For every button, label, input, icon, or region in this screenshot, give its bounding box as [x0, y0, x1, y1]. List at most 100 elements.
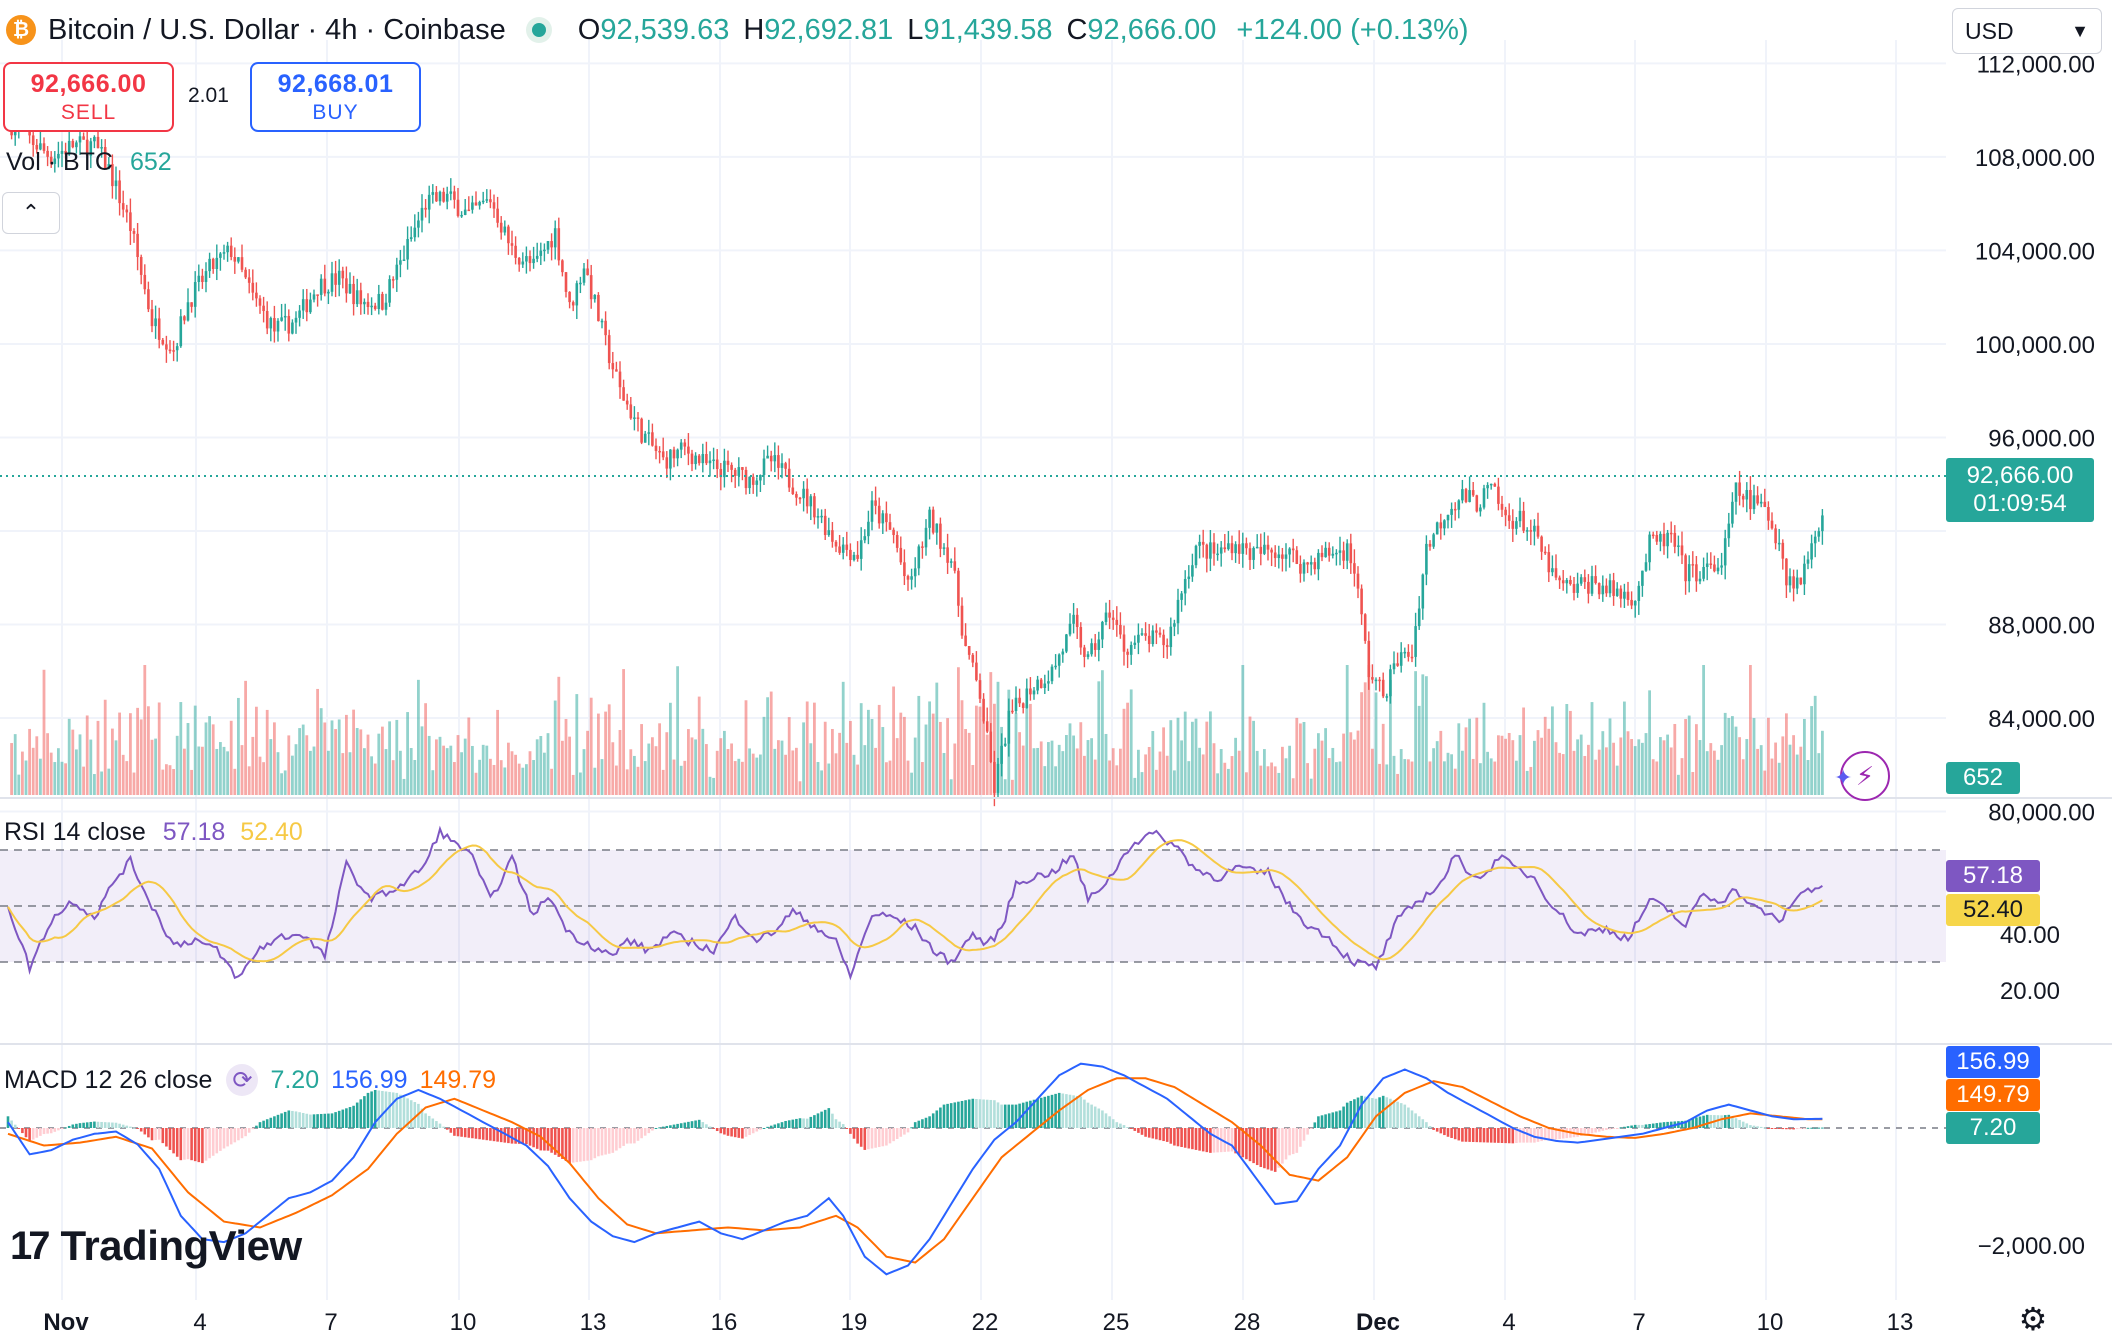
- candle-body: [1399, 652, 1403, 666]
- volume-bar: [1097, 681, 1101, 795]
- macd-hist-bar: [719, 1128, 723, 1134]
- volume-bar: [654, 746, 658, 795]
- price-axis[interactable]: 112,000.00108,000.00104,000.00100,000.00…: [1975, 51, 2095, 1260]
- candle-body: [1428, 543, 1432, 547]
- candle-body: [298, 310, 301, 318]
- volume-bar: [1543, 716, 1547, 795]
- volume-bar: [1813, 695, 1817, 795]
- macd-legend-hist: 7.20: [270, 1065, 320, 1094]
- candle-body: [1245, 543, 1248, 549]
- macd-hist-bar: [424, 1113, 427, 1128]
- volume-bar: [1299, 723, 1302, 795]
- currency-select[interactable]: USD ▼: [1952, 8, 2102, 54]
- candle-body: [172, 350, 175, 352]
- volume-bar: [345, 714, 348, 795]
- candle-body: [1803, 563, 1806, 585]
- volume-legend[interactable]: Vol · BTC 652: [6, 148, 172, 177]
- tradingview-logo[interactable]: 17 TradingView: [10, 1222, 302, 1270]
- macd-hist-bar: [517, 1128, 521, 1144]
- buy-button[interactable]: 92,668.01 BUY: [250, 62, 421, 132]
- candle-body: [1104, 612, 1108, 622]
- time-axis[interactable]: Nov 4 7 10 13 16 19 22 25 28 Dec 4 7 10 13: [43, 1309, 1913, 1336]
- volume-bar: [165, 764, 168, 795]
- candle-body: [233, 256, 237, 262]
- macd-hist-bar: [1241, 1128, 1245, 1158]
- macd-hist-bar: [755, 1128, 759, 1132]
- rsi-legend[interactable]: RSI 14 close 57.18 52.40: [4, 818, 303, 847]
- candle-body: [1727, 523, 1731, 539]
- collapse-legend-button[interactable]: ⌃: [2, 192, 60, 234]
- volume-bar: [730, 743, 733, 795]
- candles[interactable]: [10, 108, 1824, 807]
- candle-body: [910, 576, 913, 580]
- lightning-assistant-icon[interactable]: ⚡: [1840, 751, 1890, 801]
- macd-hist-bar: [669, 1125, 672, 1128]
- volume-bar: [924, 724, 928, 795]
- volume-bar: [1626, 731, 1630, 795]
- macd-hist-bar: [348, 1107, 352, 1128]
- candle-body: [1173, 623, 1176, 627]
- macd-hist-bar: [298, 1112, 301, 1128]
- macd-hist-bar: [1662, 1122, 1666, 1128]
- macd-hist-bar: [730, 1128, 733, 1137]
- candle-body: [291, 322, 294, 334]
- volume-bar: [53, 762, 57, 795]
- macd-hist-bar: [802, 1118, 805, 1128]
- candle-body: [1752, 495, 1756, 510]
- sell-button[interactable]: 92,666.00 SELL: [3, 62, 174, 132]
- volume-bar: [1083, 755, 1086, 795]
- candle-body: [1547, 552, 1551, 573]
- macd-hist-bar: [1234, 1128, 1237, 1154]
- volume-bar: [28, 728, 31, 795]
- gear-icon[interactable]: ⚙: [2018, 1301, 2048, 1337]
- candle-body: [777, 455, 780, 468]
- volume-bar: [381, 726, 384, 795]
- macd-hist-bar: [859, 1128, 863, 1147]
- volume-bar: [190, 769, 193, 795]
- macd-hist-bar: [1543, 1128, 1547, 1141]
- volume-bar: [813, 702, 816, 795]
- volume-bar: [1583, 755, 1587, 795]
- volume-bar: [370, 756, 373, 795]
- volume-bar: [1378, 763, 1381, 795]
- macd-hist-bar: [535, 1128, 539, 1149]
- volume-bar: [143, 665, 147, 795]
- volume-bar: [528, 751, 532, 795]
- macd-legend[interactable]: MACD 12 26 close ⟳ 7.20 156.99 149.79: [4, 1064, 496, 1096]
- volume-bar: [1335, 762, 1338, 795]
- macd-hist-bar: [1644, 1124, 1648, 1128]
- refresh-icon[interactable]: ⟳: [226, 1064, 259, 1096]
- macd-hist-bar: [1061, 1093, 1065, 1128]
- macd-hist-bar: [388, 1091, 391, 1128]
- volume-bar: [157, 702, 161, 795]
- macd-hist-bar: [1428, 1126, 1432, 1128]
- candle-body: [406, 239, 409, 260]
- candle-body: [1043, 683, 1047, 689]
- candle-body: [1169, 626, 1173, 648]
- candle-body: [719, 468, 723, 478]
- candle-body: [1266, 544, 1270, 550]
- volume-bar: [1363, 682, 1367, 795]
- candle-body: [1536, 525, 1540, 537]
- volume-bar: [107, 768, 111, 795]
- symbol-title[interactable]: Bitcoin / U.S. Dollar · 4h · Coinbase: [48, 13, 506, 46]
- macd-hist-bar: [1774, 1128, 1777, 1129]
- macd-hist-bar: [132, 1127, 136, 1129]
- volume-bar: [1731, 716, 1734, 795]
- macd-hist-bar: [287, 1110, 291, 1128]
- candle-body: [1367, 640, 1371, 678]
- candle-body: [179, 316, 183, 347]
- volume-bar: [539, 736, 543, 795]
- macd-hist-bar: [651, 1128, 654, 1131]
- macd-hist-bar: [633, 1128, 636, 1144]
- volume-bar: [17, 774, 21, 795]
- volume-bar: [733, 761, 737, 795]
- macd-hist-bar: [121, 1124, 125, 1128]
- macd-hist-bar: [377, 1090, 381, 1128]
- candle-body: [424, 207, 427, 210]
- volume-bar: [96, 720, 100, 795]
- volume-bar: [132, 772, 136, 795]
- candle-body: [1709, 563, 1713, 566]
- volume-bar: [1558, 752, 1561, 795]
